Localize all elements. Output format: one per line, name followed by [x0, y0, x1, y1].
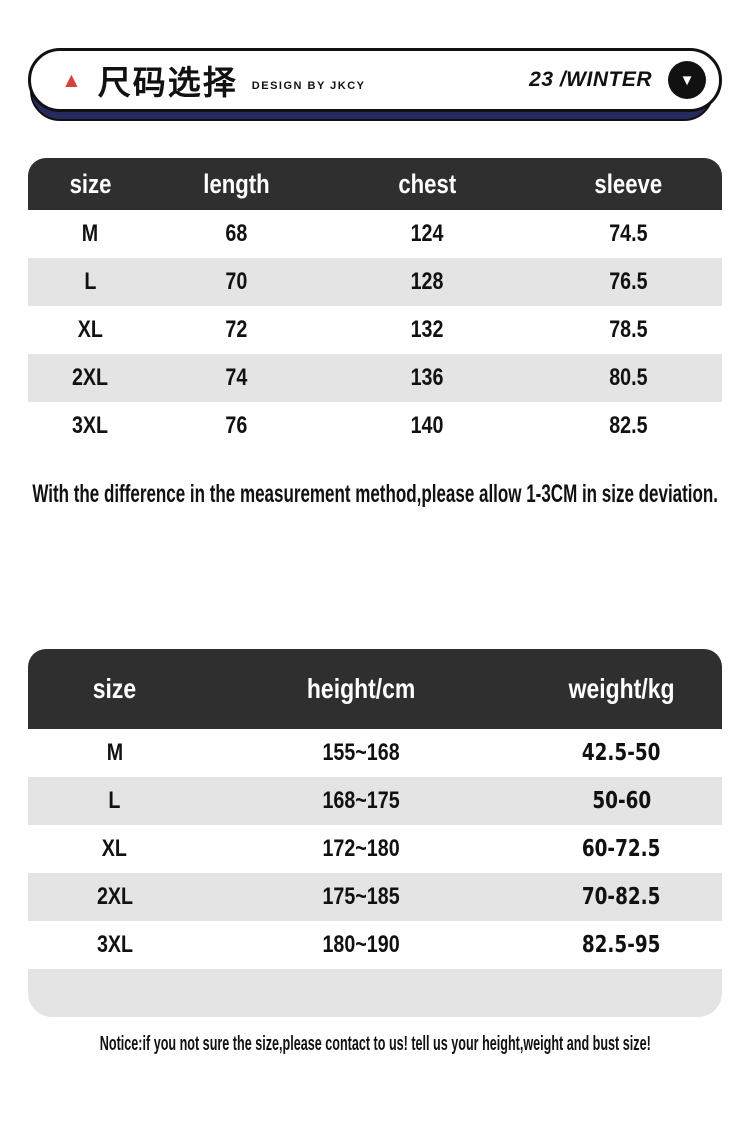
table-row: XL 172~180 60-72.5 — [28, 825, 722, 873]
cell-sleeve: 80.5 — [609, 364, 648, 391]
cell-sleeve: 76.5 — [609, 268, 648, 295]
cell-size: 3XL — [72, 412, 109, 439]
cell-size: M — [106, 739, 123, 766]
red-triangle-icon: ▲ — [61, 68, 82, 92]
cell-height: 168~175 — [322, 787, 400, 814]
cell-length: 68 — [225, 220, 248, 247]
cell-weight: 82.5-95 — [582, 932, 661, 958]
notice-text: Notice:if you not sure the size,please c… — [99, 1033, 651, 1055]
body-table-body: M 155~168 42.5-50 L 168~175 50-60 XL 172… — [28, 729, 722, 969]
garment-table-header: size length chest sleeve — [28, 158, 722, 210]
down-triangle-icon: ▼ — [679, 72, 695, 89]
table-row: 2XL 175~185 70-82.5 — [28, 873, 722, 921]
cell-size: M — [82, 220, 99, 247]
body-table-header: size height/cm weight/kg — [28, 649, 722, 729]
design-credit-label: DESIGN BY JKCY — [251, 80, 366, 92]
page-title: 尺码选择 — [97, 64, 238, 101]
cell-size: L — [108, 787, 121, 814]
column-header-size: size — [69, 168, 112, 199]
deviation-note: With the difference in the measurement m… — [32, 480, 718, 508]
cell-weight: 70-82.5 — [582, 884, 661, 910]
cell-size: XL — [77, 316, 104, 343]
table-row: 3XL 76 140 82.5 — [28, 402, 722, 450]
cell-length: 74 — [225, 364, 248, 391]
cell-length: 76 — [225, 412, 248, 439]
column-header-height: height/cm — [306, 673, 416, 704]
cell-height: 155~168 — [322, 739, 400, 766]
garment-size-table: size length chest sleeve M 68 124 74.5 L… — [28, 158, 722, 450]
cell-height: 180~190 — [322, 931, 400, 958]
column-header-length: length — [202, 168, 270, 199]
table-row: L 168~175 50-60 — [28, 777, 722, 825]
pin-badge: ▼ — [668, 61, 706, 99]
table-row: L 70 128 76.5 — [28, 258, 722, 306]
garment-table-body: M 68 124 74.5 L 70 128 76.5 XL 72 132 78… — [28, 210, 722, 450]
body-size-table: size height/cm weight/kg M 155~168 42.5-… — [28, 649, 722, 1017]
section-gap — [0, 509, 750, 649]
cell-height: 175~185 — [322, 883, 400, 910]
season-label: 23 /WINTER — [529, 68, 652, 91]
cell-size: 3XL — [96, 931, 133, 958]
cell-height: 172~180 — [322, 835, 400, 862]
cell-length: 72 — [225, 316, 248, 343]
cell-chest: 128 — [410, 268, 444, 295]
header-pill: ▲ 尺码选择 DESIGN BY JKCY 23 /WINTER ▼ — [28, 48, 722, 112]
table-row: M 155~168 42.5-50 — [28, 729, 722, 777]
column-header-weight: weight/kg — [568, 673, 675, 704]
column-header-size: size — [93, 673, 137, 704]
cell-weight: 42.5-50 — [582, 740, 661, 766]
cell-chest: 124 — [410, 220, 444, 247]
cell-size: L — [84, 268, 97, 295]
table-footer-band — [28, 969, 722, 1017]
cell-chest: 136 — [410, 364, 444, 391]
cell-sleeve: 82.5 — [609, 412, 648, 439]
column-header-sleeve: sleeve — [594, 168, 663, 199]
table-row: M 68 124 74.5 — [28, 210, 722, 258]
table-row: 3XL 180~190 82.5-95 — [28, 921, 722, 969]
cell-chest: 140 — [410, 412, 444, 439]
column-header-chest: chest — [398, 168, 456, 199]
cell-size: XL — [102, 835, 128, 862]
cell-sleeve: 78.5 — [609, 316, 648, 343]
cell-weight: 50-60 — [591, 788, 651, 814]
header-banner: ▲ 尺码选择 DESIGN BY JKCY 23 /WINTER ▼ — [28, 48, 722, 121]
cell-size: 2XL — [72, 364, 109, 391]
cell-chest: 132 — [410, 316, 444, 343]
cell-size: 2XL — [96, 883, 133, 910]
cell-length: 70 — [225, 268, 248, 295]
cell-sleeve: 74.5 — [609, 220, 648, 247]
cell-weight: 60-72.5 — [582, 836, 661, 862]
table-row: 2XL 74 136 80.5 — [28, 354, 722, 402]
table-row: XL 72 132 78.5 — [28, 306, 722, 354]
